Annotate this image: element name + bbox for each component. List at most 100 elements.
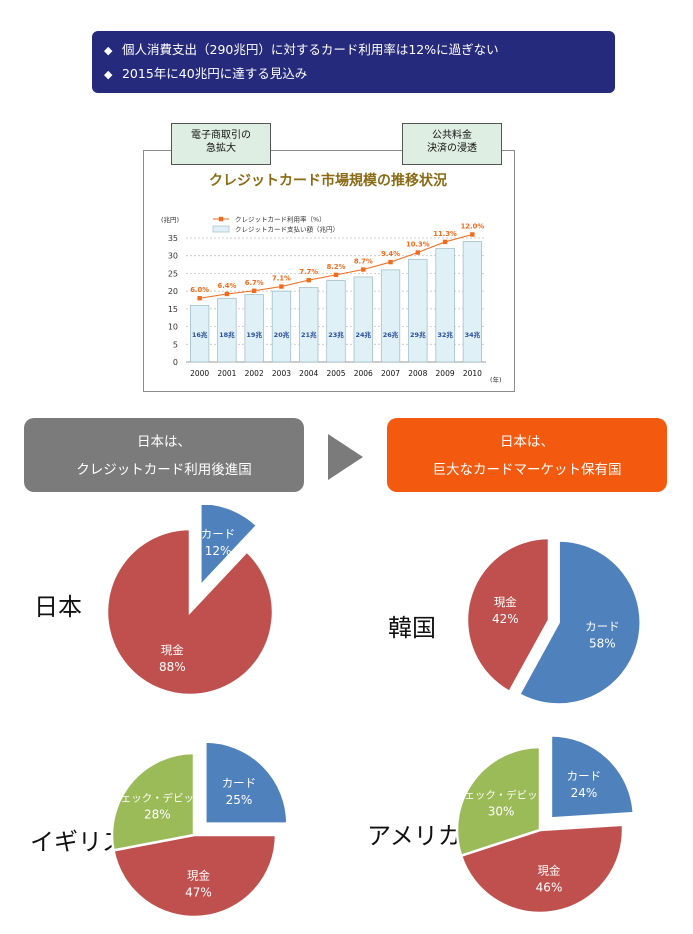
- x-axis-unit: (年): [490, 375, 502, 384]
- header-laggard-line-2: クレジットカード利用後進国: [76, 462, 252, 478]
- banner-line-2: ◆ 2015年に40兆円に達する見込み: [104, 64, 307, 84]
- rate-data-label: 7.1%: [272, 275, 291, 283]
- rate-point: [306, 277, 311, 283]
- rate-point: [361, 267, 366, 272]
- pie-slice-label: カード: [201, 527, 236, 541]
- rate-point: [470, 232, 475, 237]
- rate-point: [333, 272, 339, 278]
- pie-slice-percent: 28%: [144, 808, 171, 822]
- rate-data-label: 10.3%: [406, 241, 430, 249]
- y-tick-label: 0: [173, 358, 178, 367]
- tag-utility-payment: 公共料金 決済の浸透: [402, 123, 502, 165]
- header-market-line-1: 日本は、: [500, 434, 554, 450]
- pie-slice-percent: 46%: [536, 880, 563, 894]
- pie-slice-percent: 25%: [226, 793, 253, 807]
- pie-slice-percent: 30%: [488, 805, 515, 819]
- bar: [462, 241, 482, 363]
- pie-slice-label: 現金: [161, 643, 184, 657]
- bar-data-label: 24兆: [355, 330, 371, 339]
- x-tick-label: 2004: [299, 369, 318, 378]
- x-tick-label: 2009: [436, 369, 455, 378]
- country-label-usa: アメリカ: [367, 822, 462, 850]
- bar: [353, 276, 373, 363]
- pie-slice: [199, 505, 259, 590]
- rate-point: [224, 291, 230, 297]
- diamond-bullet-icon: ◆: [104, 44, 113, 57]
- rate-point: [251, 288, 257, 293]
- bar: [244, 294, 264, 363]
- bar: [380, 269, 401, 363]
- x-tick-label: 2005: [326, 369, 345, 378]
- banner-line-2-text: 2015年に40兆円に達する見込み: [121, 66, 308, 81]
- pie-slice-percent: 24%: [571, 786, 598, 800]
- diamond-bullet-icon: ◆: [104, 68, 113, 81]
- x-tick-label: 2007: [381, 369, 400, 378]
- bar-data-label: 23兆: [328, 330, 344, 339]
- pie-slice-label: 現金: [494, 595, 517, 609]
- rate-data-label: 12.0%: [461, 222, 485, 230]
- header-market-line-2: 巨大なカードマーケット保有国: [432, 462, 622, 478]
- country-label-japan: 日本: [34, 593, 82, 621]
- bar-data-label: 32兆: [437, 330, 453, 339]
- x-tick-label: 2008: [408, 369, 427, 378]
- pie-chart-korea: カード 58% 現金 42%: [465, 536, 642, 706]
- y-tick-label: 10: [168, 323, 178, 332]
- legend-rate-label: クレジットカード利用率（%）: [235, 215, 326, 224]
- header-market: 日本は、 巨大なカードマーケット保有国: [387, 418, 667, 492]
- pie-slice-label: カード: [567, 769, 602, 783]
- rate-point: [197, 296, 202, 301]
- y-tick-label: 30: [168, 252, 178, 261]
- x-tick-label: 2006: [354, 369, 373, 378]
- legend-amount-label: クレジットカード支払い額（兆円）: [235, 225, 339, 234]
- pie-slice: [204, 740, 289, 825]
- rate-data-label: 7.7%: [299, 268, 318, 276]
- pie-slice-label: チェック・デビット: [110, 792, 204, 805]
- pie-slice-percent: 88%: [159, 660, 186, 674]
- x-tick-label: 2002: [245, 369, 264, 378]
- x-tick-label: 2001: [217, 369, 236, 378]
- bar: [190, 304, 210, 363]
- pie-slice: [549, 735, 636, 820]
- rate-data-label: 11.3%: [433, 230, 457, 238]
- y-tick-label: 35: [168, 234, 178, 243]
- bar-data-label: 26兆: [383, 330, 399, 339]
- y-tick-label: 25: [168, 269, 178, 278]
- rate-data-label: 6.0%: [190, 286, 209, 294]
- tag-ecommerce: 電子商取引の 急拡大: [171, 123, 271, 165]
- bar-data-label: 20兆: [274, 330, 290, 339]
- pie-chart-uk: カード 25% 現金 47% チェック・デビット 28%: [110, 740, 289, 919]
- y-tick-label: 5: [173, 340, 178, 349]
- rate-point: [442, 239, 448, 245]
- tag-utility-line-1: 公共料金: [432, 130, 472, 141]
- header-laggard-line-1: 日本は、: [137, 434, 191, 450]
- pie-slice: [111, 833, 278, 919]
- x-tick-label: 2000: [190, 369, 209, 378]
- tag-ecommerce-line-2: 急拡大: [206, 143, 236, 154]
- bar: [408, 258, 428, 363]
- banner-line-1: ◆ 個人消費支出（290兆円）に対するカード利用率は12%に過ぎない: [104, 40, 499, 60]
- pie-slice: [465, 536, 551, 694]
- pie-slice-label: 現金: [538, 863, 561, 877]
- pie-slice-label: チェック・デビット: [454, 789, 548, 802]
- pie-slice-label: カード: [222, 776, 257, 790]
- pie-slice-percent: 42%: [492, 612, 519, 626]
- pie-slice: [110, 751, 196, 852]
- rate-data-label: 6.7%: [245, 279, 264, 287]
- bar-data-label: 34兆: [465, 330, 481, 339]
- market-size-chart: 0 5 10 15 20 25 30 35 (兆円) (年) 16兆 2000 18兆 2001 19兆 20…: [161, 215, 502, 385]
- country-label-uk: イギリス: [30, 828, 126, 856]
- rate-point: [388, 259, 393, 265]
- bar-data-label: 21兆: [301, 330, 317, 339]
- legend-line-marker: [218, 216, 224, 222]
- pie-slice-label: 現金: [187, 868, 210, 882]
- pie-slice: [105, 527, 275, 697]
- bar-data-label: 16兆: [192, 330, 208, 339]
- rate-data-label: 8.7%: [354, 258, 373, 266]
- header-laggard: 日本は、 クレジットカード利用後進国: [24, 418, 304, 492]
- rate-data-label: 6.4%: [217, 282, 236, 290]
- y-tick-label: 20: [168, 287, 178, 296]
- legend-bar-swatch: [212, 225, 230, 233]
- pie-slice: [517, 539, 642, 706]
- country-label-korea: 韓国: [388, 614, 436, 642]
- pie-chart-usa: カード 24% 現金 46% チェック・デビット 30%: [454, 735, 636, 915]
